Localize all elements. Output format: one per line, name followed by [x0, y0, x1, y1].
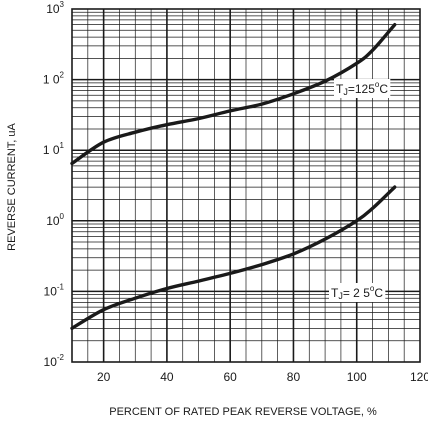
series-line-tj-25c [70, 185, 397, 330]
x-tick-label: 60 [224, 370, 238, 384]
x-tick-labels: 20 40 60 80 100 120 [97, 370, 428, 384]
y-tick-label: 10-1 [44, 282, 65, 298]
curve-labels: TJ=125oC TJ= 2 5oC [329, 79, 391, 302]
y-tick-label: 10-2 [44, 353, 65, 369]
curve-label-tj-25c: TJ= 2 5oC [331, 284, 383, 301]
x-tick-label: 20 [97, 370, 111, 384]
y-tick-label: 103 [46, 0, 64, 16]
plot-frame [71, 8, 421, 363]
y-tick-label: 100 [46, 212, 64, 228]
curve-label-background [329, 283, 386, 302]
x-tick-label: 120 [410, 370, 428, 384]
curve-label-background [334, 79, 391, 98]
y-tick-label: 1 01 [43, 141, 65, 157]
y-tick-label: 1 02 [43, 71, 65, 87]
x-tick-label: 100 [347, 370, 367, 384]
series-line-tj-125c [70, 23, 397, 166]
y-tick-labels: 10-2 10-1 100 1 01 1 02 103 [43, 0, 65, 369]
grid [72, 9, 420, 362]
x-axis-label: PERCENT OF RATED PEAK REVERSE VOLTAGE, % [109, 406, 377, 418]
curve-label-tj-125c: TJ=125oC [336, 80, 388, 97]
x-tick-label: 80 [287, 370, 301, 384]
series-lines [70, 23, 397, 330]
x-tick-label: 40 [160, 370, 174, 384]
y-axis-label: REVERSE CURRENT, uA [6, 122, 18, 250]
